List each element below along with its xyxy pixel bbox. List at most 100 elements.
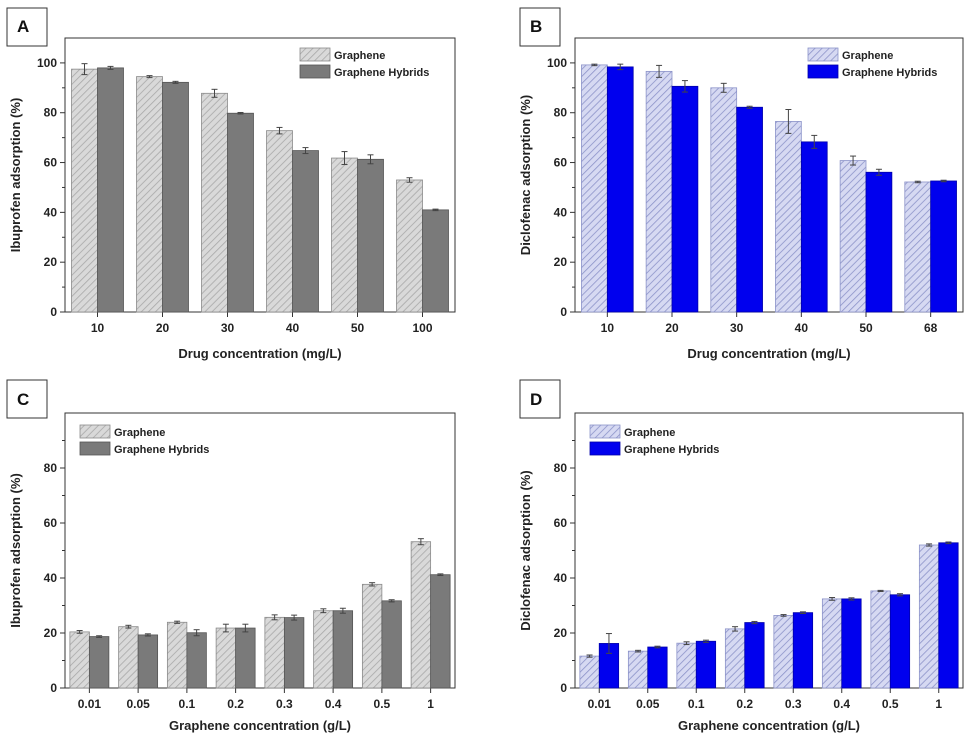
y-tick-label: 80 <box>554 461 568 475</box>
y-tick-label: 100 <box>37 56 57 70</box>
bar-graphene <box>710 87 738 313</box>
y-tick-label: 80 <box>44 461 58 475</box>
x-tick-label: 1 <box>427 697 434 711</box>
bar-graphene-hybrids <box>381 600 402 689</box>
y-tick-label: 0 <box>560 681 567 695</box>
x-tick-label: 0.1 <box>179 697 196 711</box>
bar-graphene <box>361 583 383 689</box>
x-tick-label: 0.2 <box>736 697 753 711</box>
bar-graphene <box>71 68 98 313</box>
y-tick-label: 40 <box>44 571 58 585</box>
bar-graphene <box>579 655 600 689</box>
bar-graphene-hybrids <box>792 612 814 689</box>
bar-graphene-hybrids <box>671 85 699 313</box>
bar-graphene-hybrids <box>930 180 957 313</box>
bar-graphene <box>264 616 285 689</box>
bar-graphene-hybrids <box>841 598 862 689</box>
bar-graphene-hybrids <box>162 81 189 313</box>
bar-graphene-hybrids <box>736 106 763 313</box>
panel-a: A 0 20 40 60 80 100 10 20 30 40 50 100 Drug concentra… <box>6 7 456 361</box>
legend-label: Graphene <box>842 50 893 62</box>
y-axis-title: Ibuprofen adsorption (%) <box>8 473 23 628</box>
x-tick-label: 0.4 <box>833 697 850 711</box>
bar-graphene <box>69 631 90 689</box>
x-tick-label: 0.5 <box>882 697 899 711</box>
plot-frame <box>64 37 456 313</box>
y-tick-label: 20 <box>44 626 58 640</box>
x-tick-label: 0.05 <box>636 697 660 711</box>
bar-graphene-hybrids <box>889 594 911 689</box>
x-tick-label: 0.2 <box>227 697 244 711</box>
bar-graphene-hybrids <box>430 574 451 689</box>
legend-swatch-graphene-hybrids <box>807 64 839 79</box>
legend-swatch-graphene-hybrids <box>589 441 621 456</box>
panel-label-box <box>519 379 561 419</box>
x-tick-label: 30 <box>730 321 744 335</box>
bar-graphene-hybrids <box>137 634 159 689</box>
bar-graphene-hybrids <box>332 610 354 689</box>
bar-graphene <box>118 626 139 689</box>
bar-graphene <box>775 121 802 313</box>
y-tick-label: 60 <box>44 516 58 530</box>
bar-graphene-hybrids <box>357 158 384 313</box>
x-tick-label: 20 <box>665 321 679 335</box>
panel-label: B <box>530 17 542 36</box>
bar-graphene <box>821 598 843 689</box>
panel-label: C <box>17 390 29 409</box>
x-axis-title: Drug concentration (mg/L) <box>178 346 341 361</box>
y-tick-label: 60 <box>44 156 58 170</box>
legend-swatch-graphene <box>299 47 331 62</box>
legend-label: Graphene Hybrids <box>114 444 209 456</box>
bar-graphene <box>839 160 867 313</box>
bar-graphene <box>773 615 794 689</box>
bar-graphene-hybrids <box>647 646 668 689</box>
bar-graphene <box>166 621 188 689</box>
bar-graphene-hybrids <box>97 67 124 313</box>
bar-graphene-hybrids <box>800 141 828 313</box>
x-axis-title: Graphene concentration (g/L) <box>678 718 860 733</box>
bar-graphene <box>870 590 891 689</box>
panel-label: A <box>17 17 29 36</box>
legend-label: Graphene Hybrids <box>624 444 719 456</box>
bar-graphene-hybrids <box>283 617 305 689</box>
bar-graphene-hybrids <box>227 112 254 313</box>
bar-graphene-hybrids <box>938 542 959 689</box>
x-tick-label: 10 <box>601 321 615 335</box>
bar-graphene <box>627 650 649 689</box>
panel-label-box <box>519 7 561 47</box>
y-tick-label: 20 <box>554 626 568 640</box>
bar-graphene <box>676 642 697 689</box>
y-tick-label: 40 <box>44 205 58 219</box>
y-axis-title: Diclofenac adsorption (%) <box>518 470 533 630</box>
x-tick-label: 0.3 <box>276 697 293 711</box>
x-tick-label: 0.1 <box>688 697 705 711</box>
legend-swatch-graphene <box>807 47 839 62</box>
x-tick-label: 30 <box>221 321 235 335</box>
bar-graphene <box>645 70 673 313</box>
panel-label: D <box>530 390 542 409</box>
legend-label: Graphene Hybrids <box>334 67 429 79</box>
y-tick-label: 0 <box>50 681 57 695</box>
x-tick-label: 68 <box>924 321 938 335</box>
x-tick-label: 40 <box>286 321 300 335</box>
bar-graphene <box>581 64 608 313</box>
y-tick-label: 40 <box>554 571 568 585</box>
bar-graphene <box>724 628 746 689</box>
bar-graphene <box>266 130 293 313</box>
y-tick-label: 100 <box>547 56 567 70</box>
bar-graphene-hybrids <box>235 627 256 689</box>
panel-label-box <box>6 379 48 419</box>
y-tick-label: 20 <box>554 255 568 269</box>
bar-graphene <box>201 92 228 313</box>
bar-graphene-hybrids <box>88 636 110 689</box>
bar-graphene <box>410 541 432 689</box>
x-tick-label: 40 <box>795 321 809 335</box>
panel-label-box <box>6 7 48 47</box>
x-tick-label: 20 <box>156 321 170 335</box>
legend-label: Graphene <box>114 427 165 439</box>
y-tick-label: 80 <box>554 106 568 120</box>
panel-c: C 0 20 40 60 80 0.01 0.05 0.1 0.2 0.3 0.4 0.5 1 Graphe… <box>6 379 456 733</box>
y-tick-label: 20 <box>44 255 58 269</box>
